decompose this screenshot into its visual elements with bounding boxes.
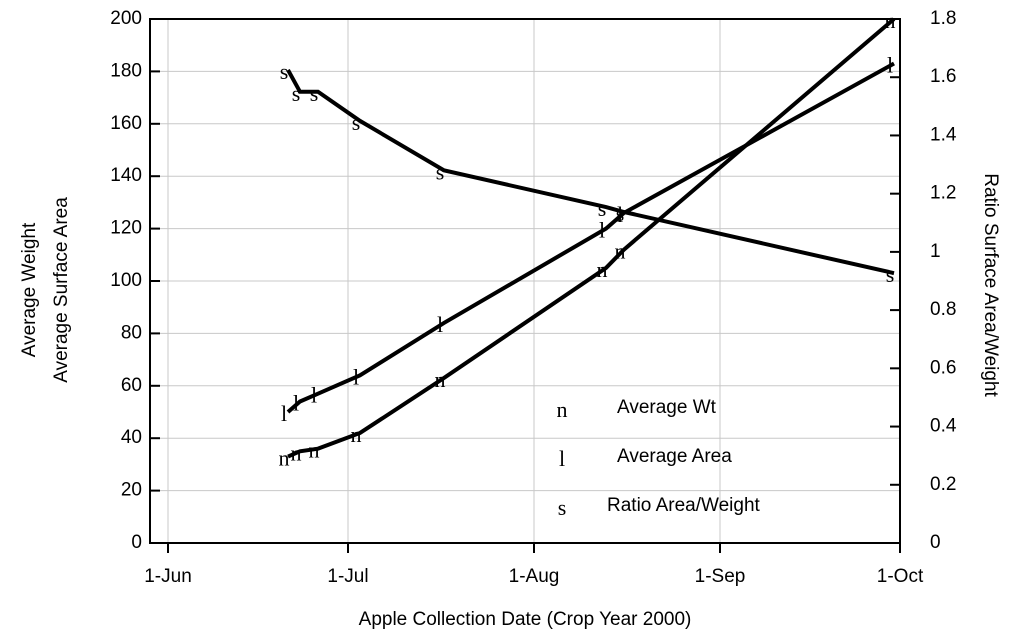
- series-marker: n: [291, 440, 302, 465]
- y2-axis-title: Ratio Surface Area/Weight: [980, 173, 1001, 397]
- series-marker: l: [311, 383, 317, 408]
- y-tick-label: 60: [121, 375, 142, 396]
- series-marker: s: [310, 81, 319, 106]
- series-marker: l: [281, 401, 287, 426]
- series-marker: l: [617, 202, 623, 227]
- series-marker: n: [279, 446, 290, 471]
- series-marker: l: [353, 364, 359, 389]
- y-tick-label: 100: [110, 270, 142, 291]
- series-marker: l: [599, 218, 605, 243]
- legend-label: Average Area: [617, 446, 732, 467]
- series-marker: n: [435, 367, 446, 392]
- y-axis-title: Average Surface Area: [51, 197, 72, 383]
- series-line: [286, 61, 895, 414]
- y-tick-label: 140: [110, 165, 142, 186]
- y-tick-label: 180: [110, 60, 142, 81]
- series-marker: s: [886, 262, 895, 287]
- y-tick-label: 0: [131, 532, 142, 553]
- y2-tick-label: 1.6: [930, 66, 956, 87]
- y2-tick-label: 0: [930, 532, 941, 553]
- series-marker: n: [351, 422, 362, 447]
- y2-tick-label: 0.6: [930, 357, 956, 378]
- series-marker: s: [616, 201, 625, 226]
- series-marker: l: [887, 53, 893, 78]
- series-marker: n: [597, 257, 608, 282]
- legend-label: Ratio Area/Weight: [607, 495, 761, 516]
- y2-tick-label: 1.2: [930, 183, 956, 204]
- y2-tick-label: 1.8: [930, 8, 956, 29]
- series-marker: s: [436, 159, 445, 184]
- series-marker: l: [293, 391, 299, 416]
- y2-tick-label: 1.4: [930, 124, 957, 145]
- x-tick-label: 1-Oct: [877, 566, 924, 587]
- x-tick-label: 1-Sep: [695, 566, 746, 587]
- y-tick-label: 200: [110, 8, 142, 29]
- series-marker: n: [615, 239, 626, 264]
- y-axis-title: Average Weight: [19, 222, 40, 357]
- series-marker: s: [352, 110, 361, 135]
- series-marker: n: [885, 8, 896, 33]
- y-tick-label: 40: [121, 427, 142, 448]
- series-line: [286, 68, 895, 276]
- legend-marker: s: [558, 495, 567, 520]
- legend-marker: n: [557, 397, 568, 422]
- plot-frame: [149, 18, 901, 544]
- y2-tick-label: 0.4: [930, 416, 957, 437]
- series-marker: l: [437, 312, 443, 337]
- y-tick-label: 120: [110, 218, 142, 239]
- legend-marker: l: [559, 446, 565, 471]
- series-marker: n: [309, 438, 320, 463]
- y2-tick-label: 0.2: [930, 474, 956, 495]
- x-tick-label: 1-Jun: [144, 566, 192, 587]
- y2-tick-label: 0.8: [930, 299, 956, 320]
- x-axis-title: Apple Collection Date (Crop Year 2000): [359, 609, 692, 630]
- legend-label: Average Wt: [617, 397, 717, 418]
- x-tick-label: 1-Aug: [509, 566, 560, 587]
- series-marker: s: [598, 196, 607, 221]
- series-marker: s: [292, 81, 301, 106]
- y-tick-label: 80: [121, 322, 142, 343]
- x-tick-label: 1-Jul: [327, 566, 368, 587]
- y-tick-label: 160: [110, 113, 142, 134]
- series-marker: s: [280, 59, 289, 84]
- series-line: [287, 17, 896, 459]
- y2-tick-label: 1: [930, 241, 941, 262]
- y-tick-label: 20: [121, 480, 142, 501]
